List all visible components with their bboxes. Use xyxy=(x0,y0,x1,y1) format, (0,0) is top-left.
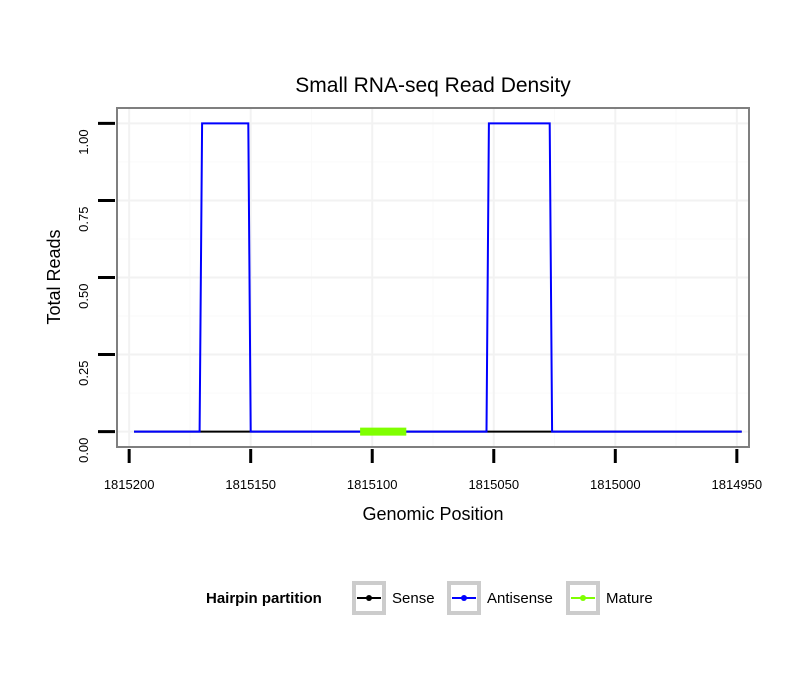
x-axis-label: Genomic Position xyxy=(362,504,503,524)
legend-item-antisense: Antisense xyxy=(447,581,553,615)
legend: Hairpin partition Sense Antisense Mature xyxy=(206,581,653,615)
legend-label-mature: Mature xyxy=(606,590,653,607)
legend-point-sense xyxy=(366,595,372,601)
y-axis-ticks: 0.00 0.25 0.50 0.75 1.00 xyxy=(76,121,115,463)
y-tick-label: 0.50 xyxy=(76,284,91,309)
y-tick-label: 0.00 xyxy=(76,438,91,463)
plot-border xyxy=(116,107,750,448)
legend-label-antisense: Antisense xyxy=(487,590,553,607)
y-tick-label: 1.00 xyxy=(76,129,91,154)
legend-point-antisense xyxy=(461,595,467,601)
x-tick-label: 1815050 xyxy=(468,477,519,492)
x-tick-label: 1814950 xyxy=(712,477,763,492)
series-lines xyxy=(134,122,742,436)
x-tick-label: 1815150 xyxy=(225,477,276,492)
legend-title: Hairpin partition xyxy=(206,590,322,607)
y-axis-label: Total Reads xyxy=(44,229,64,324)
legend-item-mature: Mature xyxy=(566,581,653,615)
chart-title: Small RNA-seq Read Density xyxy=(295,74,571,97)
x-axis-ticks: 1815200 1815150 1815100 1815050 1815000 18149… xyxy=(104,449,762,492)
x-tick-label: 1815000 xyxy=(590,477,641,492)
legend-point-mature xyxy=(580,595,586,601)
legend-label-sense: Sense xyxy=(392,590,435,607)
legend-item-sense: Sense xyxy=(352,581,435,615)
x-tick-label: 1815200 xyxy=(104,477,155,492)
y-tick-label: 0.25 xyxy=(76,361,91,386)
x-tick-label: 1815100 xyxy=(347,477,398,492)
y-tick-label: 0.75 xyxy=(76,207,91,232)
